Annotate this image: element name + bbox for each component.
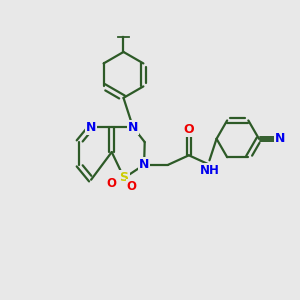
Text: O: O xyxy=(127,180,136,193)
Text: N: N xyxy=(275,132,285,145)
Text: O: O xyxy=(184,123,194,136)
Text: S: S xyxy=(120,172,129,184)
Text: N: N xyxy=(128,121,138,134)
Text: N: N xyxy=(139,158,149,171)
Text: N: N xyxy=(86,121,96,134)
Text: NH: NH xyxy=(200,164,219,176)
Text: O: O xyxy=(107,177,117,190)
